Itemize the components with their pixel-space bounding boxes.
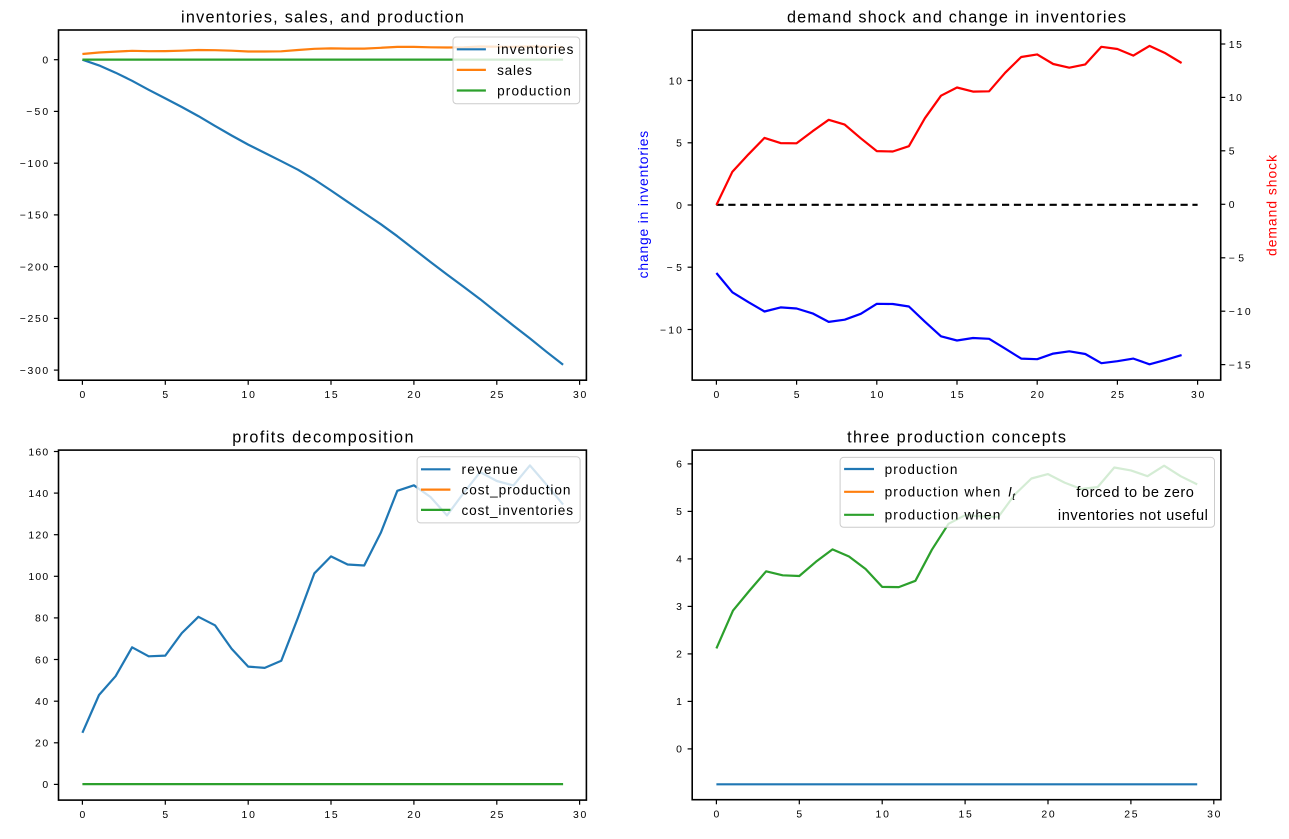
svg-text:100: 100	[28, 572, 48, 583]
svg-text:15: 15	[950, 390, 964, 401]
svg-text:−250: −250	[20, 314, 49, 325]
svg-text:three production concepts: three production concepts	[847, 428, 1066, 446]
svg-text:1: 1	[676, 697, 682, 708]
svg-text:inventories not useful: inventories not useful	[1058, 508, 1208, 524]
svg-text:160: 160	[28, 447, 48, 458]
svg-text:sales: sales	[497, 63, 532, 78]
svg-text:−200: −200	[20, 262, 49, 273]
svg-text:15: 15	[324, 390, 338, 401]
svg-text:20: 20	[1031, 390, 1045, 401]
svg-text:20: 20	[407, 390, 421, 401]
svg-text:25: 25	[1111, 390, 1125, 401]
svg-text:5: 5	[1229, 147, 1235, 158]
svg-text:25: 25	[490, 810, 504, 821]
svg-text:20: 20	[407, 810, 421, 821]
svg-text:20: 20	[35, 739, 48, 750]
svg-text:change in inventories: change in inventories	[635, 131, 651, 279]
svg-text:140: 140	[28, 489, 48, 500]
svg-text:profits decomposition: profits decomposition	[232, 428, 413, 446]
svg-text:0: 0	[80, 390, 86, 401]
svg-text:5: 5	[162, 810, 168, 821]
svg-text:25: 25	[1124, 810, 1138, 821]
svg-text:6: 6	[676, 460, 682, 471]
svg-text:0: 0	[676, 201, 682, 212]
svg-text:−50: −50	[26, 107, 48, 118]
svg-text:production when: production when	[885, 508, 1001, 523]
svg-text:−150: −150	[20, 211, 49, 222]
svg-text:−100: −100	[20, 159, 49, 170]
svg-text:30: 30	[1207, 810, 1221, 821]
svg-text:3: 3	[676, 602, 682, 613]
svg-text:production: production	[497, 83, 571, 98]
svg-text:revenue: revenue	[462, 462, 518, 477]
svg-text:5: 5	[796, 810, 802, 821]
svg-text:15: 15	[1229, 40, 1242, 51]
svg-text:−15: −15	[1229, 360, 1251, 371]
svg-text:40: 40	[35, 697, 48, 708]
svg-text:80: 80	[35, 614, 48, 625]
svg-text:20: 20	[1041, 810, 1055, 821]
svg-text:production: production	[885, 462, 958, 477]
svg-text:−10: −10	[1229, 307, 1251, 318]
svg-text:4: 4	[676, 555, 682, 566]
svg-text:0: 0	[42, 780, 48, 791]
svg-text:10: 10	[242, 810, 256, 821]
svg-text:0: 0	[42, 56, 48, 67]
svg-text:I: I	[1008, 485, 1012, 500]
svg-text:t: t	[1012, 492, 1016, 503]
svg-text:0: 0	[80, 810, 86, 821]
svg-text:10: 10	[1229, 93, 1242, 104]
svg-text:10: 10	[870, 390, 884, 401]
svg-text:0: 0	[714, 390, 720, 401]
svg-text:production when: production when	[885, 485, 1001, 500]
svg-text:5: 5	[794, 390, 800, 401]
svg-text:0: 0	[714, 810, 720, 821]
svg-text:5: 5	[676, 507, 682, 518]
svg-text:10: 10	[242, 390, 256, 401]
svg-text:demand shock and change in inv: demand shock and change in inventories	[787, 9, 1126, 27]
svg-text:10: 10	[876, 810, 890, 821]
svg-text:forced to be zero: forced to be zero	[1076, 485, 1194, 501]
svg-text:inventories, sales, and produc: inventories, sales, and production	[181, 9, 464, 27]
svg-text:−10: −10	[660, 325, 682, 336]
svg-text:15: 15	[958, 810, 972, 821]
svg-text:0: 0	[676, 745, 682, 756]
svg-text:25: 25	[490, 390, 504, 401]
svg-text:30: 30	[573, 390, 587, 401]
svg-text:5: 5	[676, 139, 682, 150]
svg-text:inventories: inventories	[497, 42, 574, 57]
svg-text:0: 0	[1229, 200, 1235, 211]
svg-text:cost_production: cost_production	[462, 483, 571, 498]
svg-text:10: 10	[669, 76, 682, 87]
svg-text:60: 60	[35, 655, 48, 666]
svg-text:5: 5	[162, 390, 168, 401]
svg-text:−300: −300	[20, 366, 49, 377]
svg-text:30: 30	[1191, 390, 1205, 401]
svg-text:cost_inventories: cost_inventories	[462, 503, 574, 518]
svg-text:demand shock: demand shock	[1264, 155, 1280, 256]
svg-text:30: 30	[573, 810, 587, 821]
svg-text:120: 120	[28, 531, 48, 542]
svg-text:2: 2	[676, 650, 682, 661]
svg-text:15: 15	[324, 810, 338, 821]
